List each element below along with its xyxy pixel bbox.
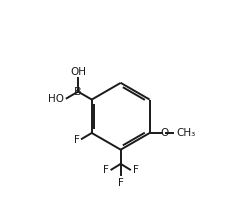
Text: OH: OH (70, 67, 86, 77)
Text: B: B (74, 87, 82, 97)
Text: CH₃: CH₃ (176, 128, 195, 138)
Text: F: F (103, 165, 109, 175)
Text: HO: HO (48, 94, 64, 104)
Text: O: O (160, 128, 169, 138)
Text: F: F (118, 178, 124, 187)
Text: F: F (74, 135, 79, 145)
Text: F: F (133, 165, 139, 175)
